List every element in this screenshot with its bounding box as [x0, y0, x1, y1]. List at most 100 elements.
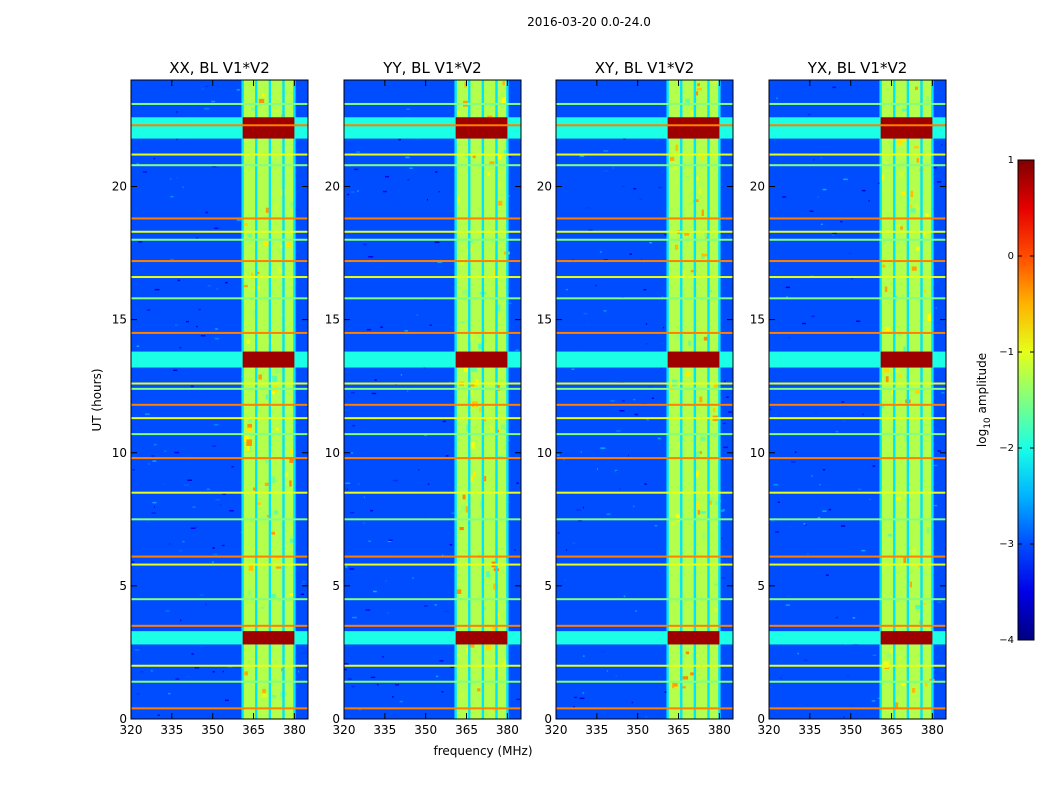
rfi-speckle	[673, 643, 677, 648]
noise-speckle	[225, 281, 228, 284]
broadband-line	[344, 102, 521, 105]
noise-speckle	[852, 617, 856, 619]
noise-speckle	[572, 542, 576, 544]
noise-speckle	[196, 325, 198, 328]
broadband-line	[769, 297, 946, 300]
noise-speckle	[941, 392, 945, 394]
noise-speckle	[606, 513, 611, 515]
x-tick-label: 380	[921, 723, 944, 737]
broadband-line	[131, 680, 308, 683]
noise-speckle	[514, 549, 516, 551]
broadband-line	[131, 664, 308, 667]
broadband-line	[131, 260, 308, 263]
noise-speckle	[165, 610, 170, 612]
noise-speckle	[154, 443, 157, 446]
noise-speckle	[409, 167, 413, 169]
panel-frame	[555, 79, 734, 720]
broadband-line	[344, 276, 521, 279]
noise-speckle	[351, 391, 355, 394]
broadband-line	[556, 707, 733, 710]
noise-speckle	[296, 208, 300, 211]
noise-speckle	[819, 483, 821, 486]
noise-speckle	[787, 525, 793, 528]
rfi-speckle	[684, 232, 690, 236]
strong-band-core	[455, 117, 508, 139]
noise-speckle	[724, 380, 726, 382]
noise-speckle	[437, 261, 443, 263]
rfi-speckle	[916, 158, 920, 163]
broadband-line	[769, 217, 946, 220]
rfi-speckle	[486, 571, 490, 577]
y-tick-label: 0	[544, 712, 552, 726]
noise-speckle	[206, 488, 211, 491]
rfi-speckle	[270, 476, 276, 484]
noise-speckle	[222, 670, 224, 673]
noise-speckle	[573, 706, 575, 708]
noise-speckle	[416, 314, 419, 316]
rfi-speckle	[289, 593, 294, 596]
noise-speckle	[573, 696, 578, 699]
broadband-line	[131, 238, 308, 241]
noise-speckle	[302, 580, 306, 583]
rfi-speckle	[900, 682, 906, 686]
noise-speckle	[151, 512, 156, 514]
rfi-speckle	[263, 240, 270, 247]
rfi-speckle	[881, 404, 885, 409]
rfi-speckle	[915, 389, 920, 394]
noise-speckle	[556, 454, 560, 456]
x-tick-label: 320	[758, 723, 781, 737]
noise-speckle	[170, 178, 172, 180]
broadband-line	[556, 297, 733, 300]
rfi-speckle	[466, 647, 469, 654]
noise-speckle	[229, 502, 231, 504]
noise-speckle	[213, 166, 219, 169]
noise-speckle	[848, 252, 852, 255]
rfi-speckle	[907, 603, 912, 607]
noise-speckle	[152, 501, 157, 504]
heatmap-image	[344, 80, 521, 719]
noise-speckle	[177, 279, 181, 282]
noise-speckle	[840, 587, 844, 589]
broadband-line	[769, 164, 946, 167]
broadband-line	[556, 331, 733, 334]
strong-band-core	[455, 631, 508, 645]
strong-band-core	[667, 117, 720, 139]
noise-speckle	[154, 288, 160, 291]
rfi-speckle	[492, 661, 497, 664]
noise-speckle	[861, 189, 866, 192]
y-tick-label: 5	[332, 579, 340, 593]
rfi-speckle	[700, 270, 705, 273]
noise-speckle	[807, 113, 811, 116]
subchannel-gap	[454, 80, 457, 719]
rfi-speckle	[289, 480, 292, 487]
rfi-speckle	[286, 240, 291, 248]
rfi-speckle	[894, 224, 900, 227]
rfi-speckle	[882, 660, 889, 668]
rfi-speckle	[498, 200, 503, 206]
broadband-line	[556, 491, 733, 494]
broadband-line	[769, 598, 946, 601]
rfi-speckle	[896, 688, 900, 696]
rfi-speckle	[280, 313, 284, 317]
noise-speckle	[356, 151, 360, 153]
noise-speckle	[861, 549, 866, 552]
noise-speckle	[622, 185, 625, 188]
rfi-speckle	[483, 476, 487, 482]
rfi-speckle	[275, 566, 282, 569]
noise-speckle	[198, 308, 201, 311]
broadband-line	[344, 260, 521, 263]
rfi-speckle	[688, 340, 691, 346]
noise-speckle	[817, 516, 821, 519]
noise-speckle	[579, 697, 585, 700]
rfi-speckle	[243, 435, 249, 442]
x-tick-label: 335	[160, 723, 183, 737]
noise-speckle	[345, 566, 348, 568]
rfi-speckle	[244, 671, 248, 676]
broadband-line	[556, 680, 733, 683]
colorbar-tick-label: 0	[1008, 251, 1014, 262]
noise-speckle	[820, 157, 823, 159]
colorbar-tick-label: 1	[1008, 155, 1014, 166]
noise-speckle	[170, 258, 174, 261]
rfi-speckle	[898, 331, 903, 337]
